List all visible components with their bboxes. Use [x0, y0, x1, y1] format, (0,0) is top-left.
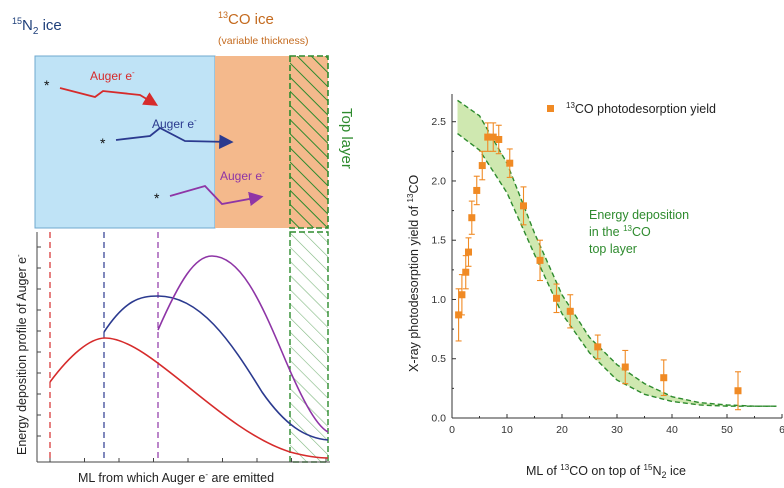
data-point: [465, 248, 472, 256]
profile-curve-red: [49, 337, 329, 459]
x-tick-label: 6: [779, 424, 784, 436]
profile-curve-purple: [157, 255, 329, 433]
profile-curve-blue: [103, 295, 329, 441]
y-tick-label: 1.5: [431, 235, 446, 247]
x-tick-label: 0: [449, 424, 455, 436]
y-tick-label: 0.5: [431, 353, 446, 365]
auger-label-red: Auger e-: [90, 68, 135, 83]
legend-marker: [547, 105, 554, 112]
auger-arrow-blue: [115, 126, 234, 149]
top-layer-hatch: [289, 55, 329, 229]
data-points: [455, 122, 742, 411]
x-tick-label: 30: [611, 424, 623, 436]
legend-label: 13CO photodesorption yield: [566, 101, 716, 116]
band-annotation: Energy deposition in the 13CO top layer: [589, 208, 689, 256]
x-tick-label: 10: [501, 424, 513, 436]
auger-arrow-purple: [169, 184, 264, 207]
data-point: [489, 133, 497, 141]
data-point: [734, 387, 742, 395]
chart-xlabel: ML of 13CO on top of 15N2 ice: [526, 463, 686, 480]
auger-arrow-red: [59, 87, 159, 106]
x-tick-label: 50: [721, 424, 733, 436]
data-point: [468, 214, 476, 222]
star-3: *: [154, 190, 160, 206]
data-point: [458, 291, 466, 299]
band-lower-edge: [457, 132, 777, 407]
y-tick-label: 1.0: [431, 294, 446, 306]
n2-ice-label: 15N2 ice: [12, 16, 62, 37]
data-point: [520, 202, 527, 210]
star-1: *: [44, 77, 50, 93]
co-ice-sublabel: (variable thickness): [218, 35, 308, 47]
data-point: [495, 135, 503, 143]
x-tick-label: 20: [556, 424, 568, 436]
profile-ylabel: Energy deposition profile of Auger e-: [14, 254, 29, 455]
data-point: [536, 256, 544, 264]
annotation-line-1: Energy deposition: [589, 208, 689, 222]
auger-label-blue: Auger e-: [152, 116, 197, 131]
left-schematic: 15N2 ice 13CO ice (variable thickness) T…: [12, 10, 355, 485]
data-point: [621, 363, 629, 371]
x-tick-label: 40: [666, 424, 678, 436]
top-layer-label: Top layer: [338, 108, 355, 169]
photodesorption-chart: 0 10 20 30 40 50 6 0.0 0.5 1.0 1.5 2.0 2.5 X-ray pho…: [406, 94, 784, 480]
data-point: [660, 374, 668, 382]
annotation-line-2: in the 13CO: [589, 224, 651, 239]
data-point: [553, 294, 560, 302]
data-point: [462, 268, 470, 276]
profile-xlabel: ML from which Auger e- are emitted: [78, 470, 274, 485]
top-layer-profile-hatch: [289, 231, 329, 463]
chart-ylabel: X-ray photodesorption yield of 13CO: [406, 175, 421, 372]
data-point: [484, 133, 492, 141]
data-point: [455, 311, 463, 319]
co-ice-label: 13CO ice: [218, 10, 274, 28]
annotation-line-3: top layer: [589, 242, 637, 256]
data-point: [594, 343, 602, 351]
chart-axes: 0 10 20 30 40 50 6 0.0 0.5 1.0 1.5 2.0 2.5: [431, 94, 784, 436]
n2-ice-block: [34, 55, 216, 229]
y-tick-label: 0.0: [431, 413, 446, 425]
data-point: [506, 159, 514, 167]
y-tick-label: 2.0: [431, 175, 446, 187]
data-point: [473, 186, 481, 194]
data-point: [566, 307, 574, 315]
chart-legend: 13CO photodesorption yield: [547, 101, 716, 116]
star-2: *: [100, 135, 106, 151]
y-tick-label: 2.5: [431, 116, 446, 128]
auger-label-purple: Auger e-: [220, 168, 265, 183]
data-point: [478, 162, 486, 170]
